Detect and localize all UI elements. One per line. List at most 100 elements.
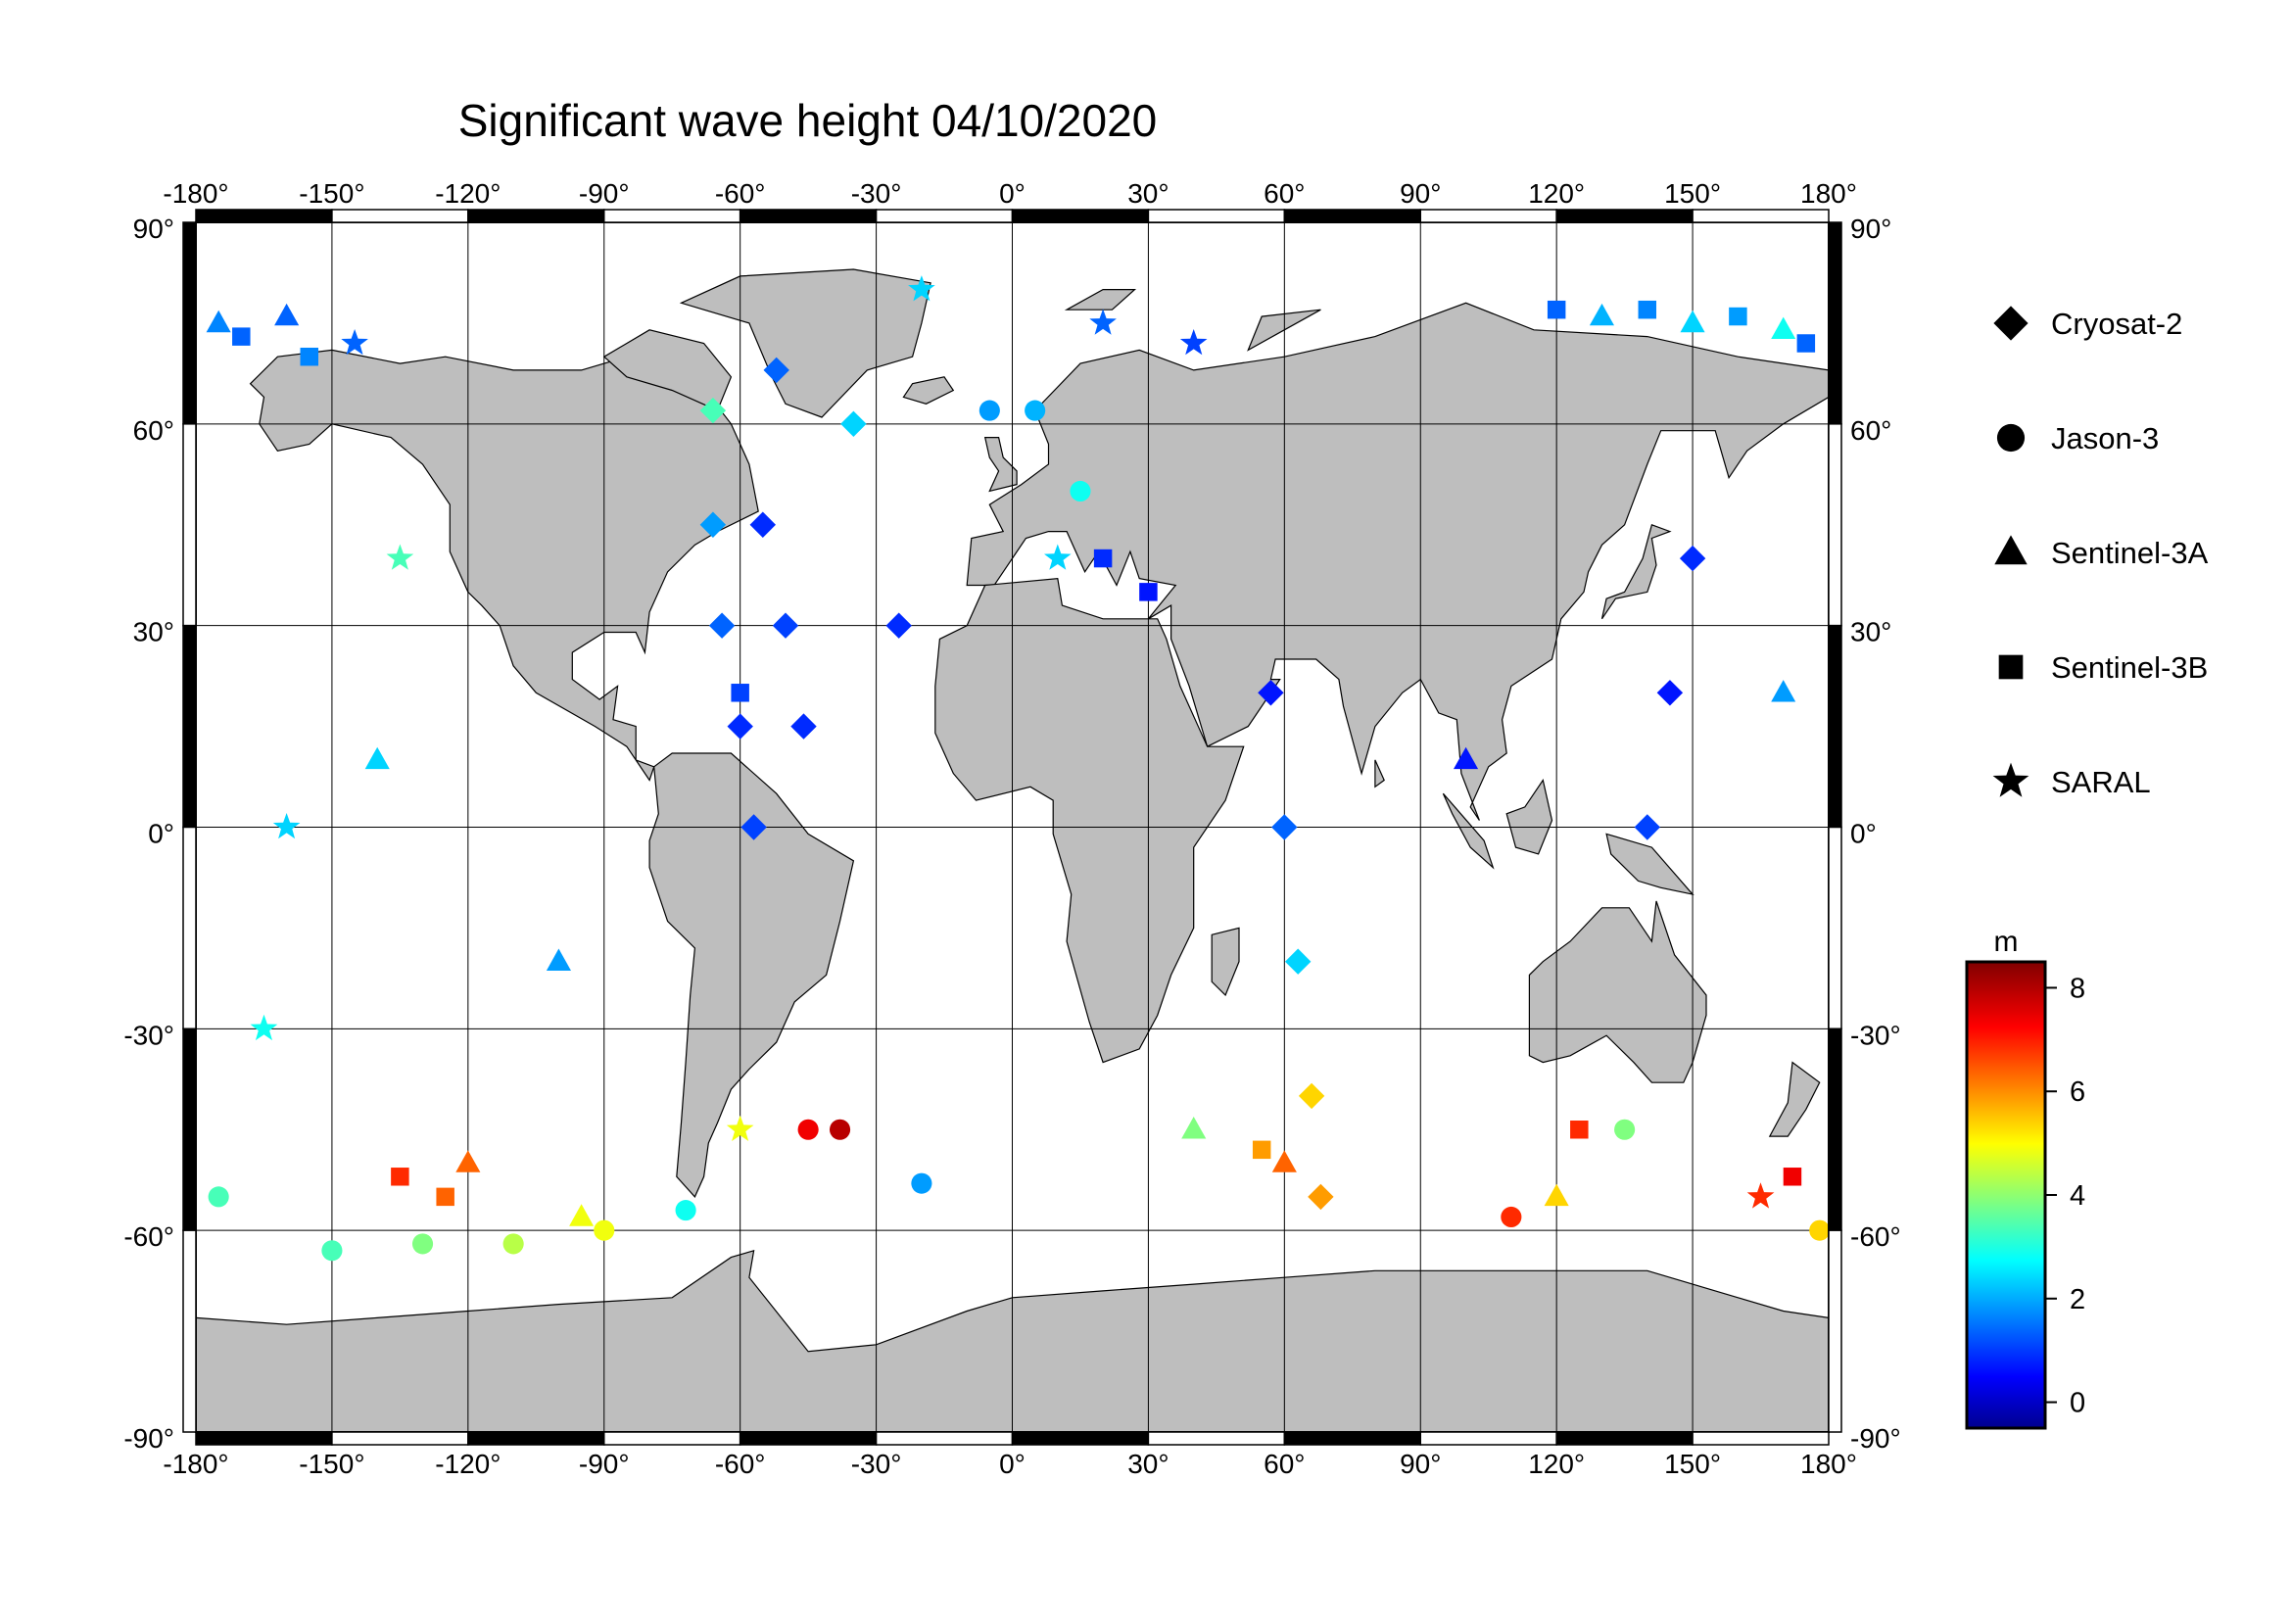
border-band-top: [1283, 209, 1422, 223]
legend-diamond-icon: [1993, 306, 2028, 341]
border-band-top: [195, 209, 333, 223]
legend-label: Sentinel-3A: [2051, 536, 2209, 570]
data-point-jason-3: [208, 1186, 229, 1208]
lon-tick-label-bottom: -60°: [715, 1449, 766, 1479]
data-point-jason-3: [321, 1240, 343, 1262]
border-band-right: [1828, 423, 1842, 627]
data-point-saral: [1089, 309, 1117, 335]
border-band-top: [1692, 209, 1830, 223]
lat-tick-label-left: -30°: [123, 1020, 174, 1050]
data-point-saral: [272, 813, 301, 839]
data-point-sentinel-3a: [364, 746, 390, 770]
land-svalbard: [1064, 289, 1137, 310]
border-band-bottom: [1419, 1431, 1557, 1446]
lat-tick-label-left: -90°: [123, 1423, 174, 1454]
lon-tick-label-top: -60°: [715, 178, 766, 209]
lon-tick-label-top: 0°: [999, 178, 1026, 209]
data-point-sentinel-3a: [1771, 680, 1796, 702]
border-band-bottom: [603, 1431, 741, 1446]
border-band-bottom: [1283, 1431, 1422, 1446]
lat-tick-label-right: 90°: [1850, 214, 1891, 244]
border-band-right: [1828, 826, 1842, 1030]
data-point-jason-3: [1025, 400, 1046, 421]
lat-tick-label-right: 30°: [1850, 617, 1891, 647]
data-point-jason-3: [675, 1200, 696, 1221]
data-point-sentinel-3b: [1570, 1121, 1589, 1139]
lat-tick-label-left: 90°: [133, 214, 174, 244]
land-new-zealand: [1768, 1061, 1821, 1137]
legend-label: SARAL: [2051, 765, 2151, 799]
lon-tick-label-bottom: 120°: [1528, 1449, 1585, 1479]
data-point-sentinel-3b: [1796, 334, 1816, 353]
data-point-cryosat-2: [699, 397, 727, 424]
lon-tick-label-top: -90°: [579, 178, 630, 209]
land-iceland: [902, 376, 955, 405]
data-point-sentinel-3b: [391, 1168, 409, 1186]
data-point-jason-3: [1070, 480, 1091, 502]
data-point-jason-3: [911, 1172, 932, 1194]
data-point-cryosat-2: [1298, 1082, 1325, 1110]
lon-tick-label-top: 150°: [1664, 178, 1721, 209]
land-baffin-island: [602, 329, 733, 411]
lat-tick-label-right: -90°: [1850, 1423, 1901, 1454]
data-point-jason-3: [411, 1233, 434, 1255]
lon-tick-label-top: -150°: [299, 178, 364, 209]
lat-tick-label-right: 0°: [1850, 819, 1877, 849]
land-new-guinea: [1605, 833, 1694, 896]
data-point-sentinel-3a: [1771, 316, 1796, 339]
data-point-cryosat-2: [699, 511, 727, 538]
lon-tick-label-top: -30°: [851, 178, 902, 209]
data-point-sentinel-3a: [1544, 1183, 1569, 1207]
border-band-left: [182, 1229, 197, 1433]
border-band-left: [182, 423, 197, 627]
border-band-top: [1555, 209, 1694, 223]
legend-star-icon: [1992, 762, 2029, 797]
lon-tick-label-bottom: 60°: [1264, 1449, 1305, 1479]
data-point-saral: [1179, 329, 1208, 356]
legend-square-icon: [1998, 654, 2024, 680]
lat-tick-label-left: 0°: [148, 819, 174, 849]
colorbar-tick-label: 0: [2070, 1388, 2085, 1419]
land-south-america: [648, 752, 855, 1198]
data-point-cryosat-2: [885, 612, 912, 639]
data-point-sentinel-3a: [1271, 1150, 1297, 1172]
border-band-top: [875, 209, 1014, 223]
lat-tick-label-right: -60°: [1850, 1221, 1901, 1252]
lon-tick-label-top: -180°: [163, 178, 228, 209]
lat-tick-label-right: -30°: [1850, 1020, 1901, 1050]
legend-triangle-icon: [1994, 535, 2028, 565]
legend-label: Cryosat-2: [2051, 307, 2182, 341]
data-point-sentinel-3a: [1680, 310, 1705, 333]
colorbar: m 0 2 4 6 8: [1965, 926, 2085, 1430]
data-point-sentinel-3a: [1181, 1117, 1207, 1139]
data-point-sentinel-3b: [1093, 549, 1113, 568]
data-point-saral: [1746, 1182, 1775, 1209]
border-band-top: [603, 209, 741, 223]
border-band-right: [1828, 221, 1842, 425]
lon-tick-label-bottom: 0°: [999, 1449, 1026, 1479]
data-point-cryosat-2: [1679, 545, 1706, 572]
border-band-left: [182, 1027, 197, 1231]
data-point-saral: [341, 329, 368, 356]
border-band-left: [182, 826, 197, 1030]
colorbar-unit: m: [1994, 926, 2019, 958]
border-band-left: [182, 624, 197, 829]
land-sri-lanka: [1374, 759, 1385, 788]
lon-tick-label-bottom: 90°: [1400, 1449, 1441, 1479]
land-greenland: [679, 268, 931, 418]
border-band-right: [1828, 1027, 1842, 1231]
colorbar-tick-label: 6: [2070, 1076, 2085, 1108]
data-point-jason-3: [1809, 1219, 1829, 1241]
data-point-sentinel-3a: [1589, 303, 1614, 326]
graticule: [196, 222, 1829, 1432]
data-point-sentinel-3b: [1252, 1140, 1271, 1160]
border-band-right: [1828, 624, 1842, 829]
data-point-cryosat-2: [727, 713, 753, 740]
lon-tick-label-bottom: -150°: [299, 1449, 364, 1479]
data-point-jason-3: [594, 1219, 615, 1241]
data-point-sentinel-3a: [546, 948, 571, 971]
lon-tick-label-bottom: 30°: [1127, 1449, 1169, 1479]
data-point-cryosat-2: [740, 814, 767, 840]
border-band-bottom: [739, 1431, 878, 1446]
